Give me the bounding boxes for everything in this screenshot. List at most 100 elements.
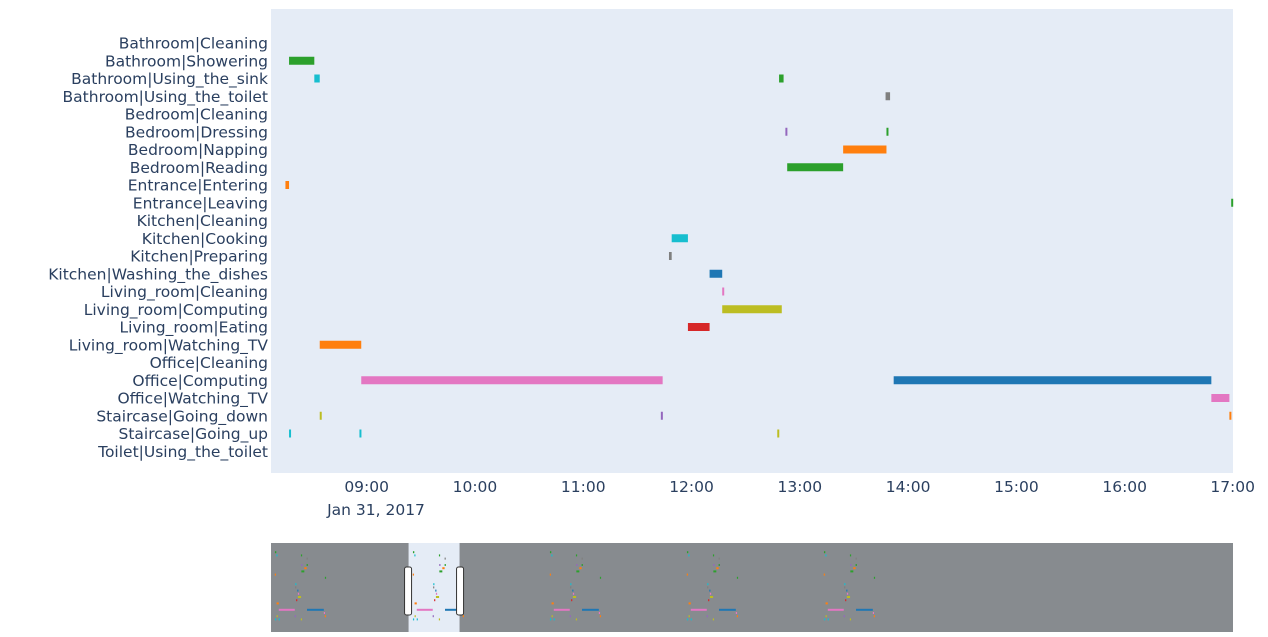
- minimap-mark: [278, 618, 280, 621]
- y-tick-label: Bedroom|Dressing: [125, 123, 268, 141]
- minimap-mark: [582, 608, 599, 611]
- minimap-mark: [575, 554, 578, 557]
- minimap-mark: [713, 564, 715, 566]
- minimap-mark: [551, 615, 553, 618]
- timeline-bar: [779, 74, 784, 83]
- minimap-mark: [718, 564, 720, 566]
- minimap-mark: [712, 618, 715, 621]
- minimap-mark: [575, 618, 578, 621]
- minimap-mark: [581, 557, 583, 560]
- minimap-mark: [301, 570, 305, 573]
- minimap-mark: [825, 602, 828, 605]
- timeline-bar: [722, 305, 782, 314]
- minimap-mark: [716, 567, 719, 570]
- minimap-mark: [709, 596, 714, 598]
- minimap-mark: [872, 612, 875, 614]
- minimap-mark: [690, 618, 692, 621]
- minimap-mark: [433, 583, 435, 586]
- y-tick-label: Entrance|Leaving: [133, 194, 268, 212]
- minimap-mark: [549, 618, 552, 621]
- minimap-mark: [736, 576, 739, 579]
- minimap-mark: [438, 618, 441, 621]
- minimap-mark: [435, 592, 438, 595]
- minimap-mark: [570, 583, 572, 586]
- minimap-mark: [688, 554, 690, 557]
- timeline-bar: [722, 287, 725, 296]
- minimap-mark: [416, 608, 433, 611]
- x-tick-label: 09:00: [344, 478, 389, 496]
- plot-area: [271, 9, 1233, 473]
- minimap-mark: [709, 592, 712, 595]
- minimap-mark: [846, 589, 848, 592]
- y-tick-label: Living_room|Watching_TV: [69, 336, 269, 355]
- minimap-mark: [323, 612, 326, 614]
- minimap-mark: [599, 576, 602, 579]
- minimap-mark: [444, 557, 446, 560]
- minimap-mark: [713, 570, 717, 573]
- timeline-bar: [359, 429, 362, 438]
- timeline-bar: [289, 429, 292, 438]
- timeline-bar: [893, 376, 1212, 385]
- minimap-mark: [324, 615, 326, 618]
- minimap-mark: [686, 618, 689, 621]
- timeline-bar: [660, 411, 663, 420]
- minimap-mark: [572, 592, 575, 595]
- minimap-mark: [707, 586, 709, 589]
- y-tick-label: Kitchen|Cleaning: [137, 212, 268, 230]
- minimap-mark: [439, 564, 441, 566]
- y-tick-label: Bedroom|Reading: [130, 159, 268, 177]
- range-slider-right-handle[interactable]: [456, 566, 465, 616]
- minimap-mark: [853, 567, 856, 570]
- minimap-mark: [736, 615, 738, 618]
- minimap-mark: [709, 589, 711, 592]
- minimap-mark: [276, 554, 278, 557]
- y-tick-label: Office|Cleaning: [150, 354, 268, 372]
- minimap-mark: [599, 615, 601, 618]
- minimap-mark: [412, 573, 414, 576]
- timeline-bar: [361, 376, 663, 385]
- minimap-mark: [719, 608, 736, 611]
- timeline-bar: [314, 74, 320, 83]
- timeline-bar: [785, 127, 788, 136]
- minimap-mark: [569, 615, 571, 618]
- timeline-bar: [709, 269, 723, 278]
- minimap-mark: [849, 618, 852, 621]
- timeline-bar: [885, 92, 891, 101]
- minimap-mark: [849, 554, 852, 557]
- minimap-mark: [572, 596, 577, 598]
- x-tick-label: 11:00: [561, 478, 606, 496]
- minimap-mark: [276, 602, 279, 605]
- range-slider-left-handle[interactable]: [404, 566, 413, 616]
- minimap-mark: [850, 564, 852, 566]
- y-tick-label: Kitchen|Cooking: [142, 230, 268, 248]
- minimap-mark: [412, 551, 415, 554]
- minimap-mark: [827, 618, 829, 621]
- minimap-mark: [414, 554, 416, 557]
- minimap-mark: [274, 618, 277, 621]
- timeline-bar: [1229, 411, 1232, 420]
- timeline-bar: [787, 163, 844, 172]
- minimap-mark: [306, 557, 308, 560]
- minimap-mark: [307, 608, 324, 611]
- minimap-mark: [581, 564, 583, 566]
- minimap-mark: [553, 608, 570, 611]
- minimap-mark: [433, 586, 435, 589]
- minimap-mark: [297, 592, 300, 595]
- x-tick-label: 13:00: [777, 478, 822, 496]
- minimap-mark: [576, 564, 578, 566]
- x-axis-labels: 09:00 10:00 11:00 12:00 13:00 14:00 15:00 16:00…: [344, 478, 1255, 496]
- range-slider[interactable]: [271, 543, 1233, 632]
- minimap-mark: [825, 554, 827, 557]
- minimap-mark: [688, 602, 691, 605]
- minimap-mark: [435, 589, 437, 592]
- minimap-mark: [324, 576, 327, 579]
- y-tick-label: Bathroom|Showering: [105, 52, 268, 70]
- minimap-mark: [873, 615, 875, 618]
- minimap-mark: [708, 599, 710, 602]
- minimap-mark: [579, 567, 582, 570]
- minimap-mark: [306, 564, 308, 566]
- minimap-mark: [444, 564, 446, 566]
- minimap-mark: [571, 599, 573, 602]
- minimap-mark: [300, 618, 303, 621]
- y-tick-label: Staircase|Going_up: [119, 425, 268, 444]
